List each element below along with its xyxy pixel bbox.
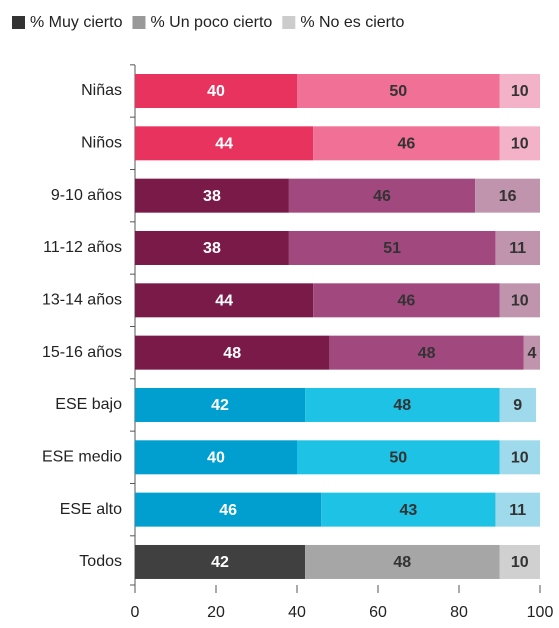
legend-swatch bbox=[132, 16, 146, 29]
data-label: 16 bbox=[499, 188, 517, 205]
data-label: 48 bbox=[393, 554, 411, 571]
bar-segment bbox=[135, 178, 289, 213]
bar-segment bbox=[297, 440, 500, 475]
category-label: ESE alto bbox=[60, 501, 122, 518]
bar-segment bbox=[495, 230, 540, 265]
data-label: 46 bbox=[373, 188, 391, 205]
data-label: 48 bbox=[418, 345, 436, 362]
data-label: 42 bbox=[211, 397, 229, 414]
category-label: Niños bbox=[81, 135, 122, 152]
bar-segment bbox=[499, 387, 536, 422]
data-label: 46 bbox=[397, 293, 415, 310]
data-label: 10 bbox=[511, 83, 529, 100]
data-label: 10 bbox=[511, 136, 529, 153]
bar-segment bbox=[135, 335, 330, 370]
x-tick-label: 100 bbox=[527, 604, 554, 621]
data-label: 51 bbox=[383, 240, 401, 257]
category-label: ESE bajo bbox=[55, 396, 122, 413]
bar-segment bbox=[288, 230, 496, 265]
category-label: 9-10 años bbox=[51, 187, 122, 204]
data-label: 43 bbox=[399, 502, 417, 519]
data-label: 46 bbox=[219, 502, 237, 519]
bar-segment bbox=[321, 492, 496, 527]
category-label: 11-12 años bbox=[43, 239, 122, 256]
data-label: 9 bbox=[513, 397, 522, 414]
data-label: 38 bbox=[203, 188, 221, 205]
x-tick-label: 80 bbox=[450, 604, 468, 621]
data-label: 10 bbox=[511, 293, 529, 310]
data-label: 40 bbox=[207, 450, 225, 467]
legend-label: % Un poco cierto bbox=[150, 14, 272, 31]
bar-segment bbox=[313, 283, 500, 318]
bar-segment bbox=[499, 544, 540, 579]
bar-segment bbox=[305, 387, 500, 422]
bar-segment bbox=[499, 283, 540, 318]
data-label: 48 bbox=[223, 345, 241, 362]
bar-segment bbox=[135, 74, 297, 108]
bar-segment bbox=[523, 335, 540, 370]
bar-segment bbox=[475, 178, 540, 213]
category-label: 15-16 años bbox=[42, 344, 122, 361]
bar-segment bbox=[135, 492, 322, 527]
category-label: ESE medio bbox=[42, 449, 122, 466]
bar-segment bbox=[499, 440, 540, 475]
bar-segment bbox=[135, 283, 314, 318]
legend-label: % Muy cierto bbox=[30, 14, 123, 31]
bar-segment bbox=[135, 440, 297, 475]
category-label: Todos bbox=[79, 553, 122, 570]
bar-segment bbox=[135, 387, 306, 422]
bar-segment bbox=[297, 74, 500, 108]
x-tick-label: 60 bbox=[369, 604, 387, 621]
bar-segment bbox=[135, 544, 306, 579]
data-label: 40 bbox=[207, 83, 225, 100]
bar-segment bbox=[495, 492, 540, 527]
data-label: 10 bbox=[511, 554, 529, 571]
legend-label: % No es cierto bbox=[300, 14, 404, 31]
data-label: 44 bbox=[215, 293, 233, 310]
bar-segment bbox=[499, 74, 540, 108]
data-label: 4 bbox=[527, 345, 536, 362]
category-label: 13-14 años bbox=[42, 292, 122, 309]
legend-swatch bbox=[12, 16, 25, 29]
category-label: Niñas bbox=[81, 82, 122, 99]
data-label: 42 bbox=[211, 554, 229, 571]
bar-segment bbox=[288, 178, 476, 213]
data-label: 50 bbox=[389, 450, 407, 467]
data-label: 11 bbox=[509, 502, 526, 519]
x-tick-label: 40 bbox=[288, 604, 306, 621]
bar-segment bbox=[135, 126, 314, 161]
data-label: 50 bbox=[389, 83, 407, 100]
data-label: 11 bbox=[509, 240, 526, 257]
bar-segment bbox=[313, 126, 500, 161]
data-label: 10 bbox=[511, 450, 529, 467]
bar-segment bbox=[499, 126, 540, 161]
x-tick-label: 20 bbox=[207, 604, 225, 621]
x-tick-label: 0 bbox=[131, 604, 140, 621]
bar-segment bbox=[305, 544, 500, 579]
data-label: 46 bbox=[397, 136, 415, 153]
bar-segment bbox=[135, 230, 289, 265]
legend-swatch bbox=[282, 16, 296, 29]
data-label: 44 bbox=[215, 136, 233, 153]
bar-segment bbox=[329, 335, 524, 370]
data-label: 48 bbox=[393, 397, 411, 414]
data-label: 38 bbox=[203, 240, 221, 257]
